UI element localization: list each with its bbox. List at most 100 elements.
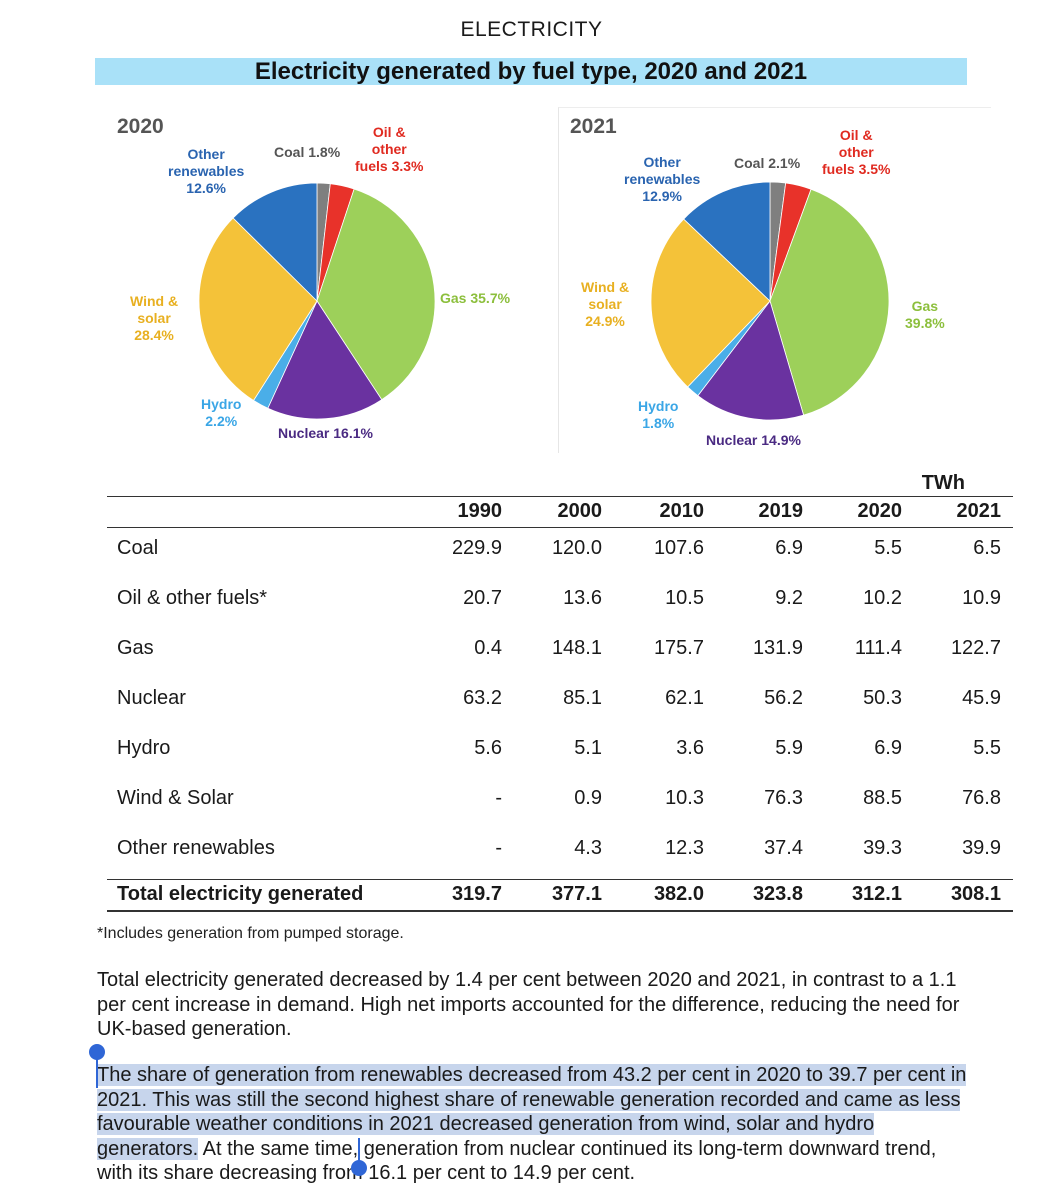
unselected-text: At the same time, generation from nuclea… (97, 1137, 937, 1185)
table-cell: 377.1 (551, 883, 602, 905)
pie-svg-2021 (650, 181, 890, 421)
table-cell: 63.2 (463, 687, 502, 709)
table-cell: 39.9 (962, 837, 1001, 859)
table-cell: 62.1 (665, 687, 704, 709)
pie-chart-2020: 2020 Coal 1.8% Oil & other fuels 3.3% Ga… (104, 107, 536, 447)
table-row: Gas 0.4 148.1 175.7 131.9 111.4 122.7 (107, 634, 1013, 664)
row-label: Wind & Solar (117, 787, 234, 809)
table-cell: 5.9 (775, 737, 803, 759)
column-header: 2019 (758, 500, 804, 522)
table-cell: 229.9 (451, 537, 502, 559)
pie-slice-nuclear (697, 300, 805, 421)
table-cell: 6.9 (775, 537, 803, 559)
column-header: 2021 (956, 500, 1002, 522)
table-header-row: 1990 2000 2010 2019 2020 2021 (107, 496, 1013, 528)
slice-label-coal: Coal 2.1% (734, 155, 801, 171)
slice-label-oil: Oil & other fuels 3.3% (355, 124, 424, 174)
table-cell: 4.3 (574, 837, 602, 859)
slice-label-nuclear: Nuclear 14.9% (706, 432, 801, 448)
table-cell: 50.3 (863, 687, 902, 709)
column-header: 2000 (557, 500, 603, 522)
table-cell: 10.5 (665, 587, 704, 609)
table-cell: 9.2 (775, 587, 803, 609)
table-row: Wind & Solar - 0.9 10.3 76.3 88.5 76.8 (107, 784, 1013, 814)
table-cell: 6.9 (874, 737, 902, 759)
table-cell: 122.7 (950, 637, 1001, 659)
table-cell: - (495, 787, 502, 809)
row-label: Oil & other fuels* (117, 587, 268, 609)
row-label: Coal (117, 537, 159, 559)
pie-svg-2020 (198, 182, 436, 420)
table-cell: 0.4 (474, 637, 502, 659)
slice-label-nuclear: Nuclear 16.1% (278, 425, 373, 441)
selection-end-handle[interactable] (351, 1160, 367, 1176)
pie-slice-nuclear (267, 300, 383, 420)
pie-year-label: 2020 (117, 115, 164, 138)
table-cell: 382.0 (653, 883, 704, 905)
slice-label-oil: Oil & other fuels 3.5% (822, 127, 891, 177)
table-cell: 76.3 (764, 787, 803, 809)
table-cell: 76.8 (962, 787, 1001, 809)
paragraph-renewables: The share of generation from renewables … (97, 1063, 977, 1186)
row-label: Other renewables (117, 837, 275, 859)
table-cell: 308.1 (950, 883, 1001, 905)
table-cell: 148.1 (551, 637, 602, 659)
table-cell: 85.1 (563, 687, 602, 709)
selection-start-caret (96, 1058, 98, 1088)
column-header: 2020 (857, 500, 903, 522)
table-row: Hydro 5.6 5.1 3.6 5.9 6.9 5.5 (107, 734, 1013, 764)
selection-start-handle[interactable] (89, 1044, 105, 1060)
table-cell: 120.0 (551, 537, 602, 559)
paragraph-demand: Total electricity generated decreased by… (97, 969, 960, 1040)
table-cell: 45.9 (962, 687, 1001, 709)
table-cell: 5.1 (574, 737, 602, 759)
pie-chart-2021: 2021 Coal 2.1% Oil & other fuels 3.5% Ga… (558, 107, 991, 453)
section-header: ELECTRICITY (460, 18, 603, 41)
table-cell: 312.1 (851, 883, 902, 905)
table-row: Oil & other fuels* 20.7 13.6 10.5 9.2 10.2 10.… (107, 584, 1013, 614)
row-label: Nuclear (117, 687, 186, 709)
slice-label-coal: Coal 1.8% (274, 144, 341, 160)
slice-label-wind-solar: Wind & solar 28.4% (130, 293, 179, 343)
table-cell: 20.7 (463, 587, 502, 609)
table-cell: 10.9 (962, 587, 1001, 609)
slice-label-hydro: Hydro 1.8% (638, 398, 679, 431)
table-cell: 175.7 (653, 637, 704, 659)
table-cell: 13.6 (563, 587, 602, 609)
pie-slice-other-renewables (683, 181, 771, 302)
table-cell: - (495, 837, 502, 859)
slice-label-other-renewables: Other renewables 12.6% (168, 146, 245, 196)
table-cell: 3.6 (676, 737, 704, 759)
table-cell: 5.5 (874, 537, 902, 559)
selection-end-caret (358, 1138, 360, 1168)
table-cell: 131.9 (752, 637, 803, 659)
slice-label-other-renewables: Other renewables 12.9% (624, 154, 701, 204)
slice-label-gas: Gas 35.7% (440, 290, 511, 306)
pie-slice-wind-solar (198, 217, 318, 402)
table-row: Nuclear 63.2 85.1 62.1 56.2 50.3 45.9 (107, 684, 1013, 714)
table-cell: 319.7 (451, 883, 502, 905)
slice-label-hydro: Hydro 2.2% (201, 396, 242, 429)
table-cell: 323.8 (752, 883, 803, 905)
pie-slice-other-renewables (232, 182, 318, 302)
table-total-row: Total electricity generated 319.7 377.1 382… (107, 879, 1013, 912)
table-row: Coal 229.9 120.0 107.6 6.9 5.5 6.5 (107, 534, 1013, 564)
row-label: Total electricity generated (117, 883, 364, 905)
table-cell: 12.3 (665, 837, 704, 859)
row-label: Hydro (117, 737, 171, 759)
table-cell: 6.5 (973, 537, 1001, 559)
slice-label-gas: Gas 39.8% (905, 298, 945, 331)
figure-title: Electricity generated by fuel type, 2020… (95, 58, 967, 85)
pie-slice-gas (316, 188, 436, 401)
table-cell: 107.6 (653, 537, 704, 559)
table-cell: 0.9 (574, 787, 602, 809)
table-cell: 10.3 (665, 787, 704, 809)
column-header: 2010 (659, 500, 705, 522)
pie-year-label: 2021 (570, 115, 617, 138)
unit-label: TWh (921, 472, 965, 494)
row-label: Gas (117, 637, 154, 659)
footnote: *Includes generation from pumped storage… (97, 925, 404, 942)
pie-slice-wind-solar (650, 218, 771, 388)
table-cell: 56.2 (764, 687, 803, 709)
table-row: Other renewables - 4.3 12.3 37.4 39.3 39.9 (107, 834, 1013, 864)
